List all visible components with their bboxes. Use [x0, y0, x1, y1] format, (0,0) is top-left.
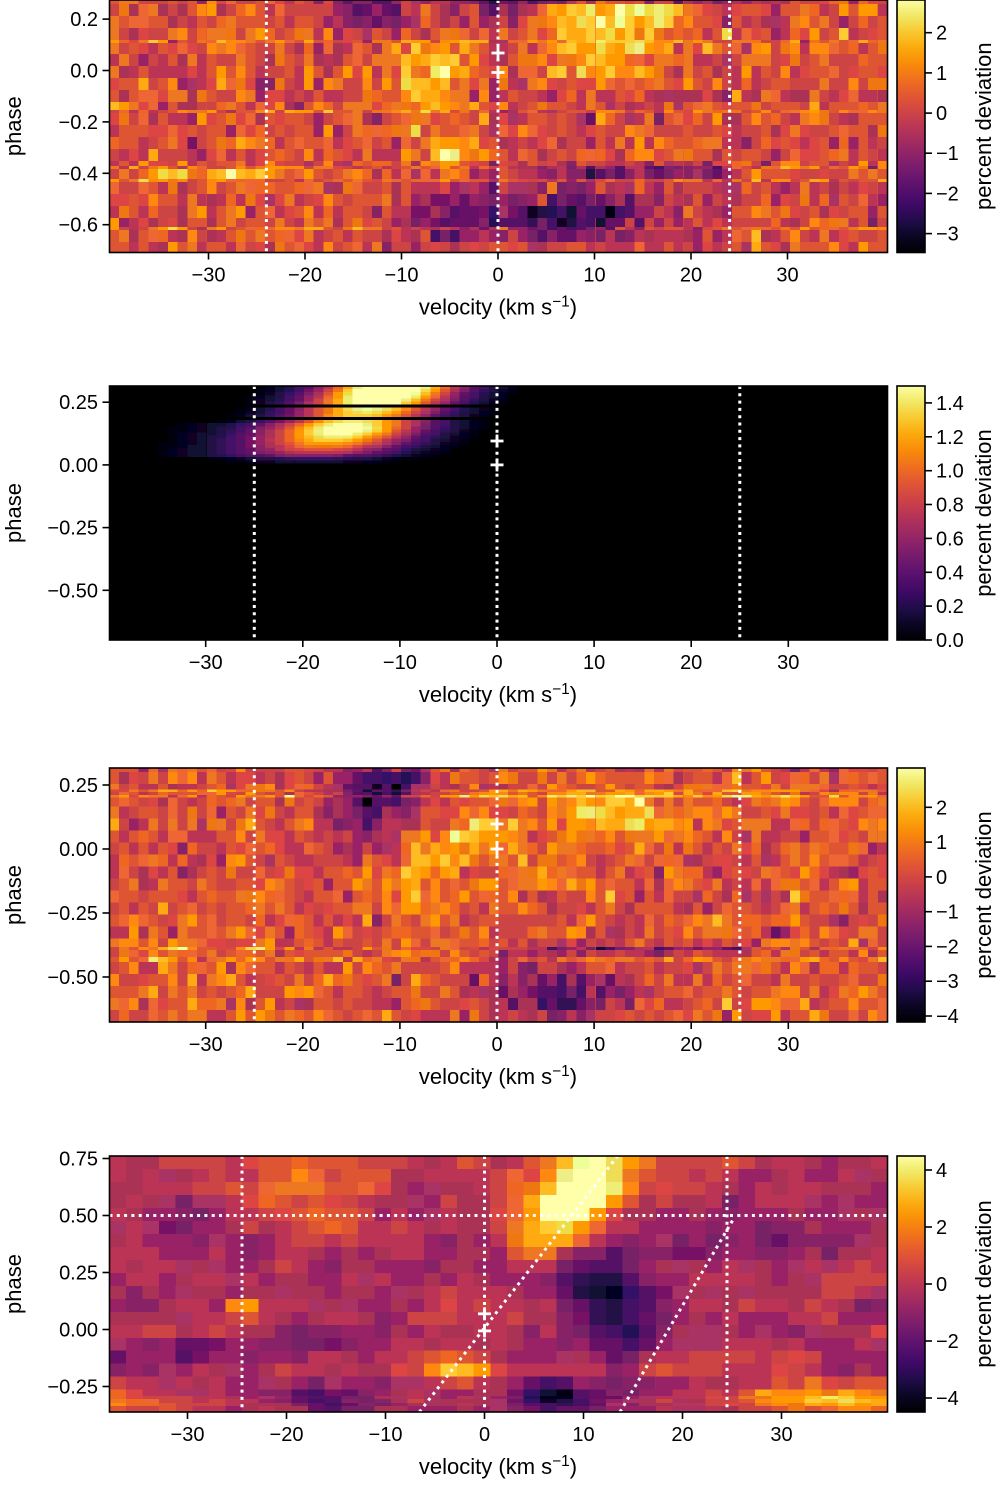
svg-text:−3: −3	[936, 224, 959, 246]
svg-text:0: 0	[936, 1274, 947, 1296]
svg-text:30: 30	[777, 652, 799, 674]
svg-text:−0.50: −0.50	[47, 967, 98, 989]
svg-text:−2: −2	[936, 936, 959, 958]
svg-text:−20: −20	[270, 1424, 304, 1446]
svg-text:0.00: 0.00	[59, 455, 98, 477]
svg-text:percent deviation: percent deviation	[971, 42, 996, 210]
svg-text:1.2: 1.2	[936, 427, 964, 449]
svg-text:30: 30	[770, 1424, 792, 1446]
svg-text:−10: −10	[383, 652, 417, 674]
svg-text:percent deviation: percent deviation	[971, 1200, 996, 1368]
svg-text:−0.25: −0.25	[47, 1377, 98, 1399]
svg-text:−2: −2	[936, 1331, 959, 1353]
svg-text:−10: −10	[385, 265, 419, 287]
svg-text:0: 0	[936, 867, 947, 889]
svg-text:phase: phase	[1, 96, 26, 156]
svg-text:10: 10	[583, 652, 605, 674]
svg-text:10: 10	[572, 1424, 594, 1446]
svg-text:−0.2: −0.2	[59, 112, 98, 134]
svg-text:2: 2	[936, 23, 947, 45]
svg-text:velocity (km s−1): velocity (km s−1)	[419, 1453, 577, 1479]
svg-text:30: 30	[776, 265, 798, 287]
svg-text:0.25: 0.25	[59, 1263, 98, 1285]
svg-text:0.8: 0.8	[936, 495, 964, 517]
svg-text:0.75: 0.75	[59, 1149, 98, 1171]
svg-text:0.4: 0.4	[936, 562, 964, 584]
svg-text:0: 0	[491, 1034, 502, 1056]
svg-text:−3: −3	[936, 971, 959, 993]
svg-text:phase: phase	[1, 1254, 26, 1314]
svg-text:percent deviation: percent deviation	[971, 811, 996, 979]
svg-text:20: 20	[671, 1424, 693, 1446]
svg-text:−10: −10	[383, 1034, 417, 1056]
svg-text:−20: −20	[286, 652, 320, 674]
svg-text:−0.6: −0.6	[59, 215, 98, 237]
svg-text:0.25: 0.25	[59, 775, 98, 797]
svg-text:percent deviation: percent deviation	[971, 429, 996, 597]
svg-text:−20: −20	[286, 1034, 320, 1056]
svg-text:−10: −10	[369, 1424, 403, 1446]
svg-text:0.00: 0.00	[59, 1320, 98, 1342]
svg-text:0.50: 0.50	[59, 1206, 98, 1228]
svg-text:velocity (km s−1): velocity (km s−1)	[419, 294, 577, 320]
svg-text:phase: phase	[1, 865, 26, 925]
svg-text:0: 0	[936, 103, 947, 125]
svg-text:velocity (km s−1): velocity (km s−1)	[419, 1063, 577, 1089]
svg-text:20: 20	[680, 265, 702, 287]
svg-text:−4: −4	[936, 1388, 959, 1410]
svg-text:0.0: 0.0	[70, 61, 98, 83]
svg-text:−0.50: −0.50	[47, 580, 98, 602]
svg-text:20: 20	[680, 652, 702, 674]
svg-text:−2: −2	[936, 183, 959, 205]
svg-text:20: 20	[680, 1034, 702, 1056]
svg-text:phase: phase	[1, 483, 26, 543]
svg-text:0.2: 0.2	[70, 9, 98, 31]
svg-text:0.6: 0.6	[936, 528, 964, 550]
svg-text:10: 10	[583, 265, 605, 287]
svg-text:0: 0	[491, 652, 502, 674]
svg-text:0.2: 0.2	[936, 596, 964, 618]
svg-text:−30: −30	[189, 652, 223, 674]
svg-text:−0.25: −0.25	[47, 903, 98, 925]
svg-text:−1: −1	[936, 902, 959, 924]
svg-text:−30: −30	[171, 1424, 205, 1446]
svg-text:−30: −30	[192, 265, 226, 287]
svg-text:−0.4: −0.4	[59, 163, 98, 185]
svg-text:0.00: 0.00	[59, 839, 98, 861]
svg-text:−20: −20	[288, 265, 322, 287]
svg-text:10: 10	[583, 1034, 605, 1056]
svg-text:−0.25: −0.25	[47, 518, 98, 540]
svg-text:2: 2	[936, 797, 947, 819]
svg-text:4: 4	[936, 1160, 947, 1182]
svg-text:2: 2	[936, 1217, 947, 1239]
svg-text:0: 0	[492, 265, 503, 287]
svg-text:0.0: 0.0	[936, 630, 964, 652]
svg-text:1: 1	[936, 63, 947, 85]
svg-text:1.4: 1.4	[936, 393, 964, 415]
svg-text:0.25: 0.25	[59, 392, 98, 414]
svg-text:0: 0	[479, 1424, 490, 1446]
svg-text:−1: −1	[936, 143, 959, 165]
svg-text:1.0: 1.0	[936, 461, 964, 483]
svg-text:−4: −4	[936, 1006, 959, 1028]
svg-text:velocity (km s−1): velocity (km s−1)	[419, 681, 577, 707]
svg-text:1: 1	[936, 832, 947, 854]
svg-text:−30: −30	[189, 1034, 223, 1056]
svg-text:30: 30	[777, 1034, 799, 1056]
